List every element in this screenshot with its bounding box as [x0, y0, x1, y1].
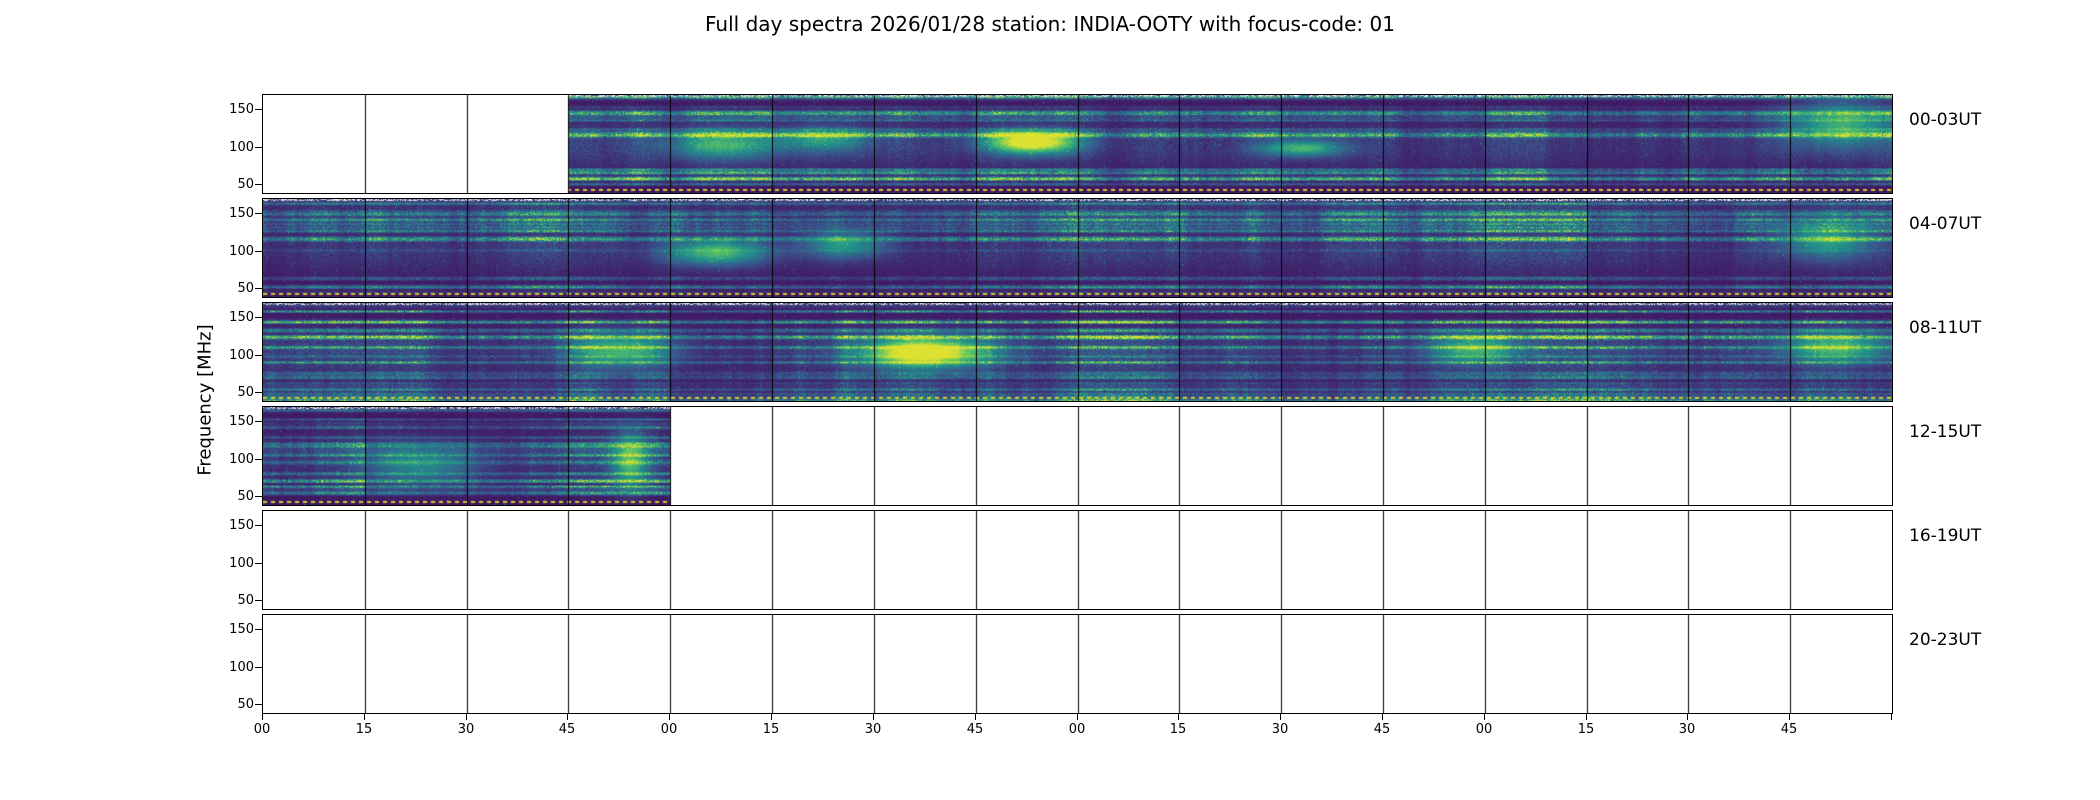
x-tick-mark — [1687, 714, 1688, 720]
x-tick-mark — [1586, 714, 1587, 720]
spectrogram-row-00-03UT — [262, 94, 1893, 194]
x-tick-mark — [1077, 714, 1078, 720]
y-tick-mark — [255, 600, 262, 602]
y-tick-label: 150 — [229, 622, 254, 638]
y-tick-mark — [255, 250, 262, 252]
y-tick-label: 100 — [229, 347, 254, 363]
x-tick-label: 45 — [1780, 722, 1798, 737]
y-tick-mark — [255, 392, 262, 394]
x-tick-label: 30 — [1271, 722, 1289, 737]
x-tick-label: 00 — [660, 722, 678, 737]
y-tick-mark — [255, 184, 262, 186]
x-tick-label: 15 — [1169, 722, 1187, 737]
x-tick-mark — [1382, 714, 1383, 720]
y-tick-label: 100 — [229, 555, 254, 571]
y-tick-label: 50 — [237, 385, 254, 401]
x-tick-mark — [873, 714, 874, 720]
x-tick-mark — [1280, 714, 1281, 720]
y-tick-mark — [255, 666, 262, 668]
x-tick-mark — [1178, 714, 1179, 720]
row-label-08-11UT: 08-11UT — [1909, 318, 1982, 338]
x-tick-label: 45 — [558, 722, 576, 737]
x-tick-label: 15 — [762, 722, 780, 737]
row-label-00-03UT: 00-03UT — [1909, 110, 1982, 130]
row-label-20-23UT: 20-23UT — [1909, 630, 1982, 650]
y-tick-label: 150 — [229, 102, 254, 118]
y-tick-mark — [255, 562, 262, 564]
x-tick-mark — [567, 714, 568, 720]
x-tick-label: 00 — [1475, 722, 1493, 737]
y-tick-mark — [255, 629, 262, 631]
row-label-04-07UT: 04-07UT — [1909, 214, 1982, 234]
x-tick-label: 30 — [1678, 722, 1696, 737]
spectrogram-row-20-23UT — [262, 614, 1893, 714]
x-tick-mark — [262, 714, 263, 720]
x-tick-label: 30 — [864, 722, 882, 737]
spectrogram-row-16-19UT — [262, 510, 1893, 610]
x-tick-label: 00 — [253, 722, 271, 737]
y-tick-mark — [255, 109, 262, 111]
spectrogram-canvas-12-15UT — [263, 407, 1892, 505]
x-tick-mark — [364, 714, 365, 720]
row-label-12-15UT: 12-15UT — [1909, 422, 1982, 442]
spectrogram-canvas-20-23UT — [263, 615, 1892, 713]
y-tick-label: 50 — [237, 593, 254, 609]
y-tick-mark — [255, 354, 262, 356]
y-tick-label: 150 — [229, 414, 254, 430]
x-tick-label: 45 — [966, 722, 984, 737]
y-tick-label: 100 — [229, 243, 254, 259]
y-tick-label: 100 — [229, 659, 254, 675]
y-tick-mark — [255, 421, 262, 423]
y-tick-mark — [255, 213, 262, 215]
y-tick-label: 50 — [237, 177, 254, 193]
y-tick-mark — [255, 146, 262, 148]
y-tick-label: 150 — [229, 206, 254, 222]
x-tick-label: 15 — [1577, 722, 1595, 737]
spectrogram-canvas-08-11UT — [263, 303, 1892, 401]
spectrogram-canvas-16-19UT — [263, 511, 1892, 609]
x-tick-mark — [1789, 714, 1790, 720]
chart-title: Full day spectra 2026/01/28 station: IND… — [705, 12, 1395, 36]
spectrogram-row-12-15UT — [262, 406, 1893, 506]
y-tick-mark — [255, 704, 262, 706]
y-tick-label: 150 — [229, 310, 254, 326]
spectrogram-canvas-00-03UT — [263, 95, 1892, 193]
spectrogram-row-08-11UT — [262, 302, 1893, 402]
y-tick-mark — [255, 525, 262, 527]
x-tick-mark — [1891, 714, 1892, 720]
y-tick-label: 150 — [229, 518, 254, 534]
row-label-16-19UT: 16-19UT — [1909, 526, 1982, 546]
spectrogram-row-04-07UT — [262, 198, 1893, 298]
x-tick-label: 00 — [1068, 722, 1086, 737]
x-tick-mark — [669, 714, 670, 720]
x-tick-mark — [466, 714, 467, 720]
y-tick-label: 50 — [237, 697, 254, 713]
x-tick-label: 15 — [355, 722, 373, 737]
y-tick-label: 100 — [229, 139, 254, 155]
y-tick-label: 100 — [229, 451, 254, 467]
x-tick-mark — [975, 714, 976, 720]
y-tick-label: 50 — [237, 281, 254, 297]
x-tick-label: 45 — [1373, 722, 1391, 737]
spectrogram-canvas-04-07UT — [263, 199, 1892, 297]
y-tick-label: 50 — [237, 489, 254, 505]
y-tick-mark — [255, 317, 262, 319]
y-tick-mark — [255, 288, 262, 290]
y-tick-mark — [255, 458, 262, 460]
x-tick-label: 30 — [457, 722, 475, 737]
x-tick-mark — [1484, 714, 1485, 720]
x-tick-mark — [771, 714, 772, 720]
y-tick-mark — [255, 496, 262, 498]
